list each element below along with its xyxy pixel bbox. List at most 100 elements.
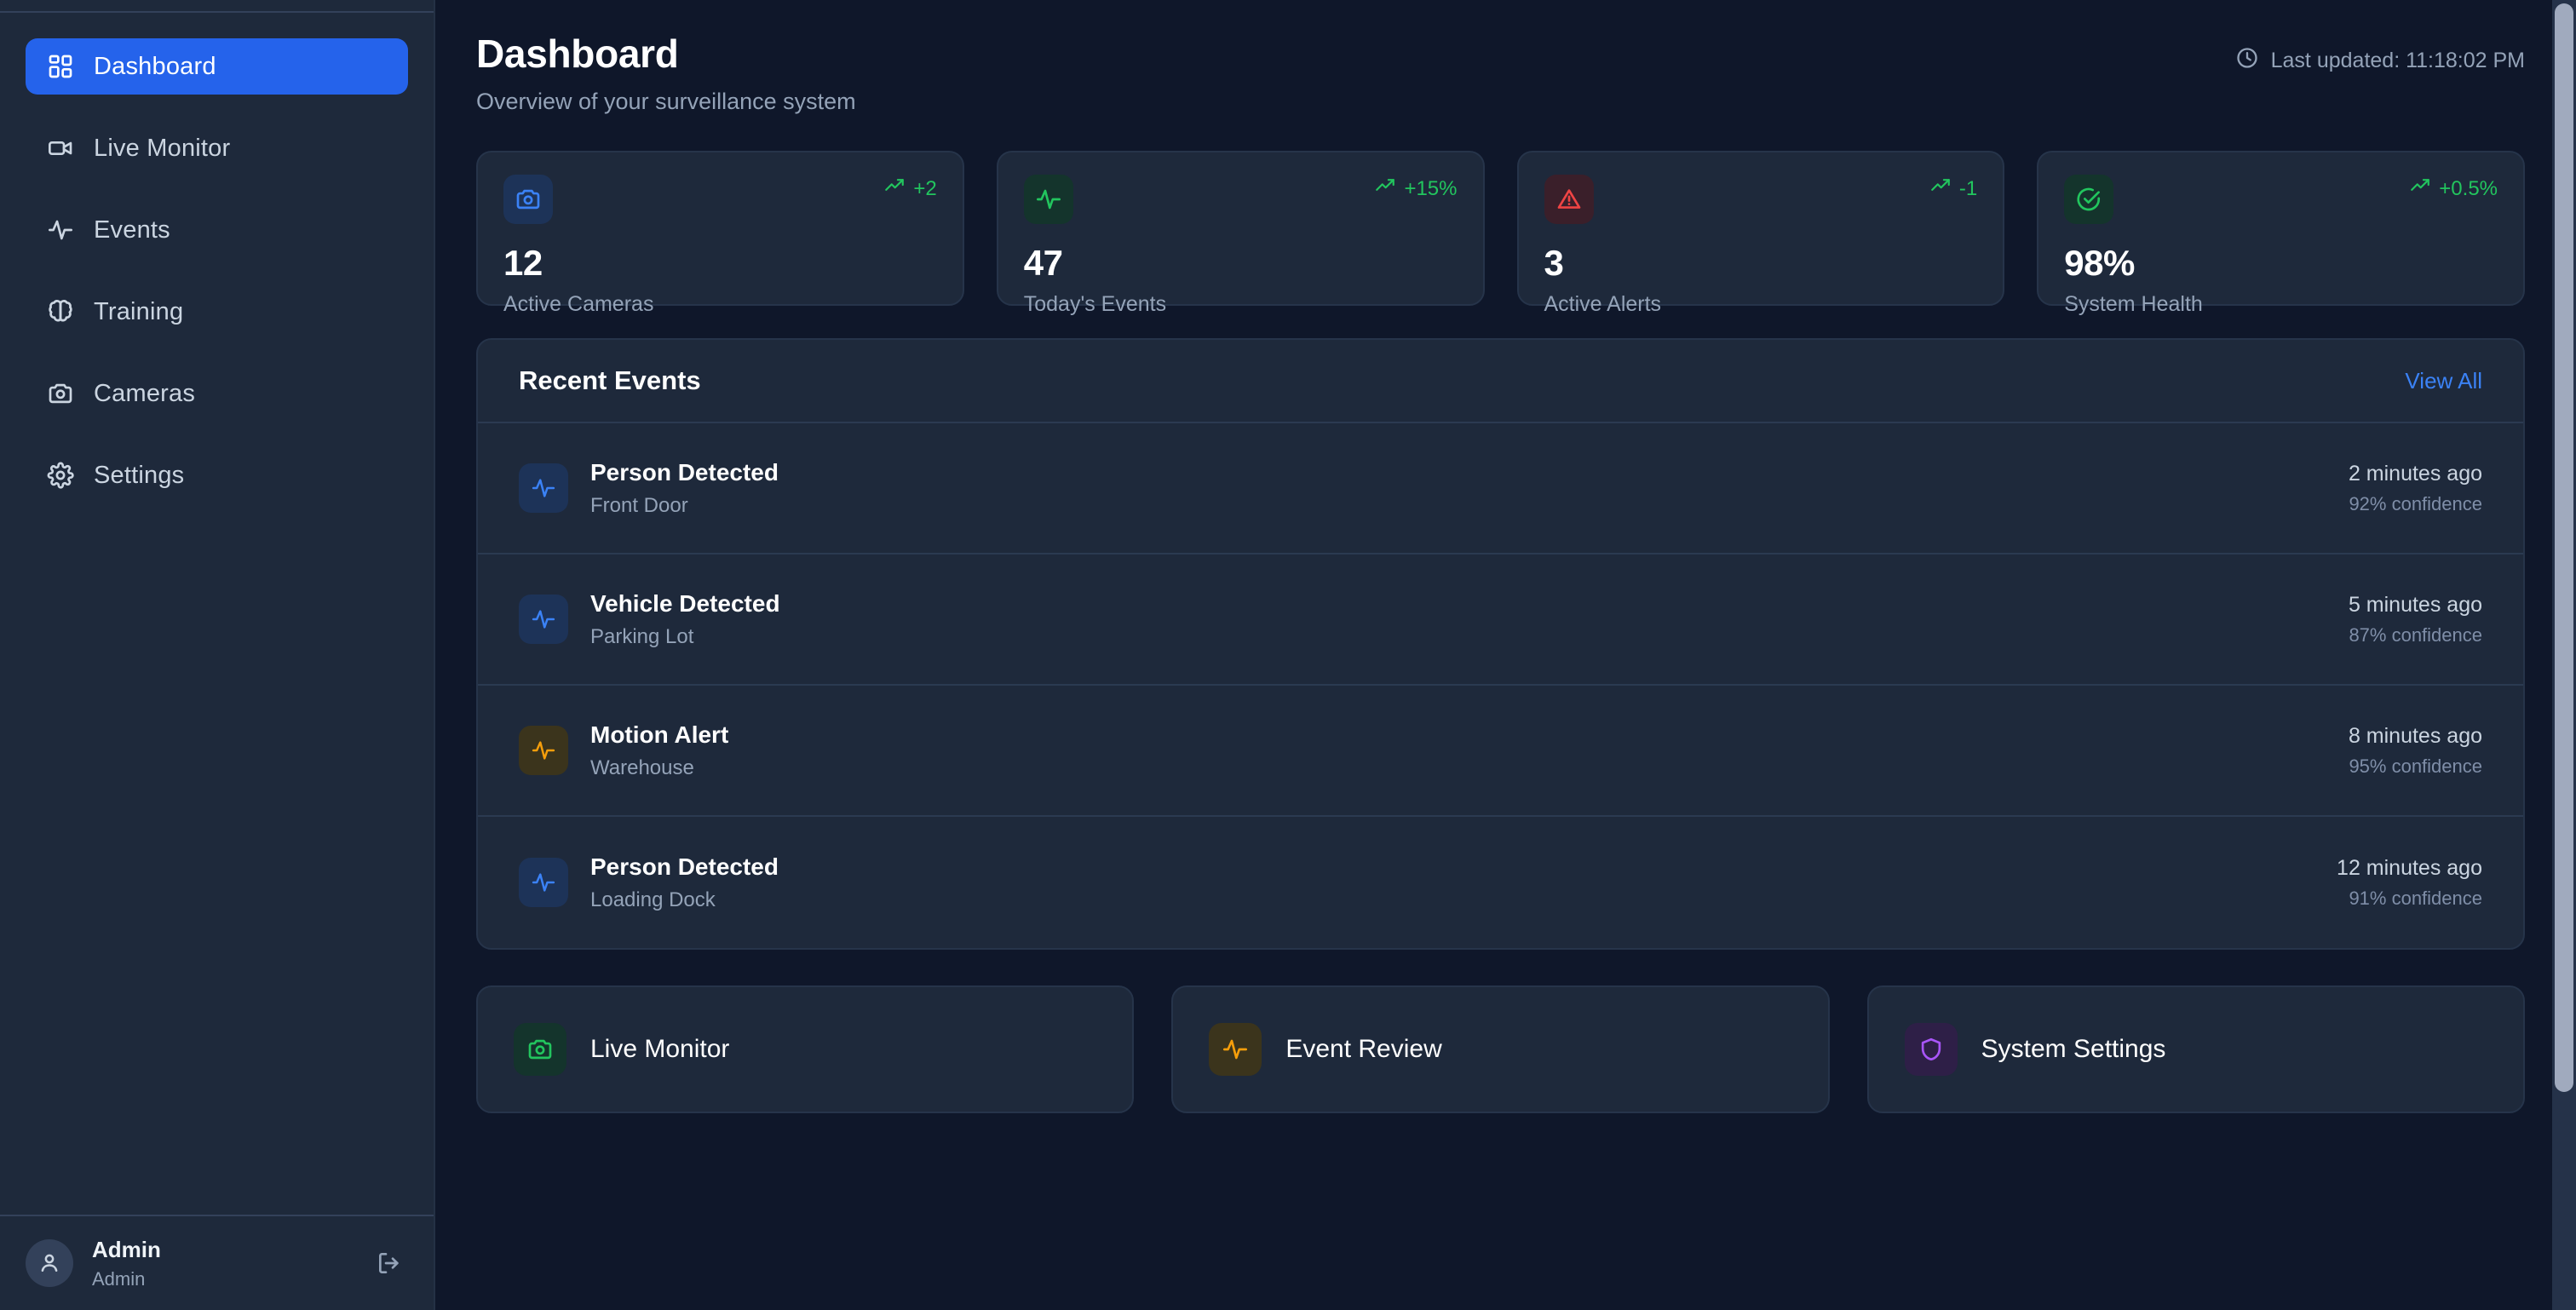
event-location: Parking Lot (590, 624, 694, 648)
event-main: Person Detected Loading Dock (590, 853, 2337, 912)
recent-events-header: Recent Events View All (478, 340, 2523, 423)
event-row[interactable]: Person Detected Front Door 2 minutes ago 92… (478, 423, 2523, 554)
stat-label: Active Alerts (1544, 292, 1662, 316)
sidebar-item-live-monitor[interactable]: Live Monitor (26, 120, 408, 176)
main-content: Dashboard Overview of your surveillance … (435, 0, 2576, 1310)
scrollbar-thumb[interactable] (2555, 3, 2573, 1092)
user-name: Admin (92, 1237, 161, 1262)
recent-events-list: Person Detected Front Door 2 minutes ago 92… (478, 423, 2523, 948)
logout-icon[interactable] (371, 1244, 408, 1282)
stat-card-today-s-events: +15% 47 Today's Events (996, 151, 1485, 316)
event-row[interactable]: Vehicle Detected Parking Lot 5 minutes ago… (478, 554, 2523, 686)
clock-icon (2235, 46, 2259, 76)
event-main: Person Detected Front Door (590, 459, 2349, 518)
trend-up-icon (1374, 175, 1396, 203)
stat-label: System Health (2064, 292, 2203, 316)
event-meta: 12 minutes ago 91% confidence (2337, 856, 2482, 910)
sidebar-nav: Dashboard Live Monitor Events Training Camer… (0, 13, 434, 1215)
quick-action-system-settings[interactable]: System Settings (1866, 985, 2525, 1113)
trend-up-icon (2409, 175, 2431, 203)
stat-value: 98% (2064, 243, 2135, 283)
stat-value: 47 (1023, 243, 1063, 283)
page-header-text: Dashboard Overview of your surveillance … (476, 31, 856, 115)
event-time: 5 minutes ago (2348, 592, 2482, 617)
recent-events-title: Recent Events (519, 365, 701, 395)
event-meta: 5 minutes ago 87% confidence (2349, 593, 2482, 646)
activity-icon (1209, 1023, 1262, 1076)
sidebar-item-label: Events (94, 215, 170, 244)
event-confidence: 91% confidence (2349, 887, 2482, 909)
sidebar-item-events[interactable]: Events (26, 202, 408, 258)
stat-card-active-alerts: -1 3 Active Alerts (1516, 151, 2005, 316)
stat-label: Active Cameras (503, 292, 654, 316)
shield-icon (1904, 1023, 1958, 1076)
alert-icon (1544, 175, 1594, 224)
event-meta: 8 minutes ago 95% confidence (2349, 724, 2482, 778)
vertical-scrollbar[interactable] (2552, 0, 2576, 1310)
stat-trend: +2 (883, 175, 937, 203)
event-row[interactable]: Motion Alert Warehouse 8 minutes ago 95% co… (478, 686, 2523, 817)
sidebar-item-label: Cameras (94, 379, 196, 407)
quick-action-label: System Settings (1981, 1035, 2166, 1063)
stat-card-top: -1 (1544, 175, 1977, 224)
event-confidence: 92% confidence (2349, 492, 2482, 514)
activity-icon (519, 726, 568, 775)
stat-value: 12 (503, 243, 543, 283)
check-circle-icon (2064, 175, 2114, 224)
activity-icon (519, 595, 568, 644)
avatar (26, 1239, 73, 1287)
stat-trend: -1 (1929, 175, 1977, 203)
sidebar-item-training[interactable]: Training (26, 284, 408, 340)
stat-card-active-cameras: +2 12 Active Cameras (476, 151, 964, 316)
sidebar-user-footer[interactable]: Admin Admin (0, 1215, 434, 1310)
quick-action-label: Event Review (1285, 1035, 1442, 1063)
activity-icon (46, 215, 75, 244)
brain-icon (46, 297, 75, 326)
sidebar-item-label: Live Monitor (94, 134, 231, 162)
stat-card-top: +0.5% (2064, 175, 2498, 224)
quick-action-live-monitor[interactable]: Live Monitor (476, 985, 1135, 1113)
sidebar-top-divider (0, 0, 434, 13)
sidebar-item-cameras[interactable]: Cameras (26, 365, 408, 422)
quick-action-event-review[interactable]: Event Review (1171, 985, 1830, 1113)
recent-events-panel: Recent Events View All Person Detected Fr… (476, 338, 2525, 950)
sidebar-item-settings[interactable]: Settings (26, 447, 408, 503)
event-title: Person Detected (590, 853, 779, 880)
event-confidence: 95% confidence (2349, 755, 2482, 777)
activity-icon (519, 858, 568, 907)
grid-icon (46, 52, 75, 81)
stat-value: 3 (1544, 243, 1564, 283)
event-title: Person Detected (590, 458, 779, 486)
event-meta: 2 minutes ago 92% confidence (2349, 462, 2482, 515)
sidebar-item-label: Dashboard (94, 52, 216, 80)
event-location: Front Door (590, 493, 688, 517)
camera-icon (514, 1023, 566, 1076)
user-role: Admin (92, 1267, 146, 1290)
stat-cards: +2 12 Active Cameras +15% 47 Today's Events -1… (476, 151, 2525, 316)
camera-icon (503, 175, 553, 224)
stat-trend-value: +2 (913, 176, 937, 200)
quick-actions: Live Monitor Event Review System Settings (476, 985, 2525, 1113)
sidebar-item-label: Training (94, 297, 184, 325)
page-header: Dashboard Overview of your surveillance … (476, 31, 2525, 115)
sidebar: Dashboard Live Monitor Events Training Camer… (0, 0, 435, 1310)
event-time: 12 minutes ago (2337, 855, 2482, 880)
gear-icon (46, 461, 75, 490)
event-confidence: 87% confidence (2349, 623, 2482, 646)
sidebar-item-dashboard[interactable]: Dashboard (26, 38, 408, 95)
sidebar-item-label: Settings (94, 461, 185, 489)
last-updated: Last updated: 11:18:02 PM (2235, 46, 2525, 76)
last-updated-text: Last updated: 11:18:02 PM (2270, 49, 2525, 72)
event-time: 8 minutes ago (2348, 723, 2482, 748)
video-icon (46, 134, 75, 163)
page-subtitle: Overview of your surveillance system (476, 89, 856, 114)
stat-card-top: +2 (503, 175, 937, 224)
trend-up-icon (1929, 175, 1952, 203)
stat-card-top: +15% (1023, 175, 1458, 224)
user-meta: Admin Admin (92, 1236, 352, 1290)
event-main: Vehicle Detected Parking Lot (590, 590, 2349, 649)
event-row[interactable]: Person Detected Loading Dock 12 minutes ag… (478, 817, 2523, 948)
view-all-link[interactable]: View All (2405, 367, 2482, 394)
event-title: Motion Alert (590, 721, 729, 748)
